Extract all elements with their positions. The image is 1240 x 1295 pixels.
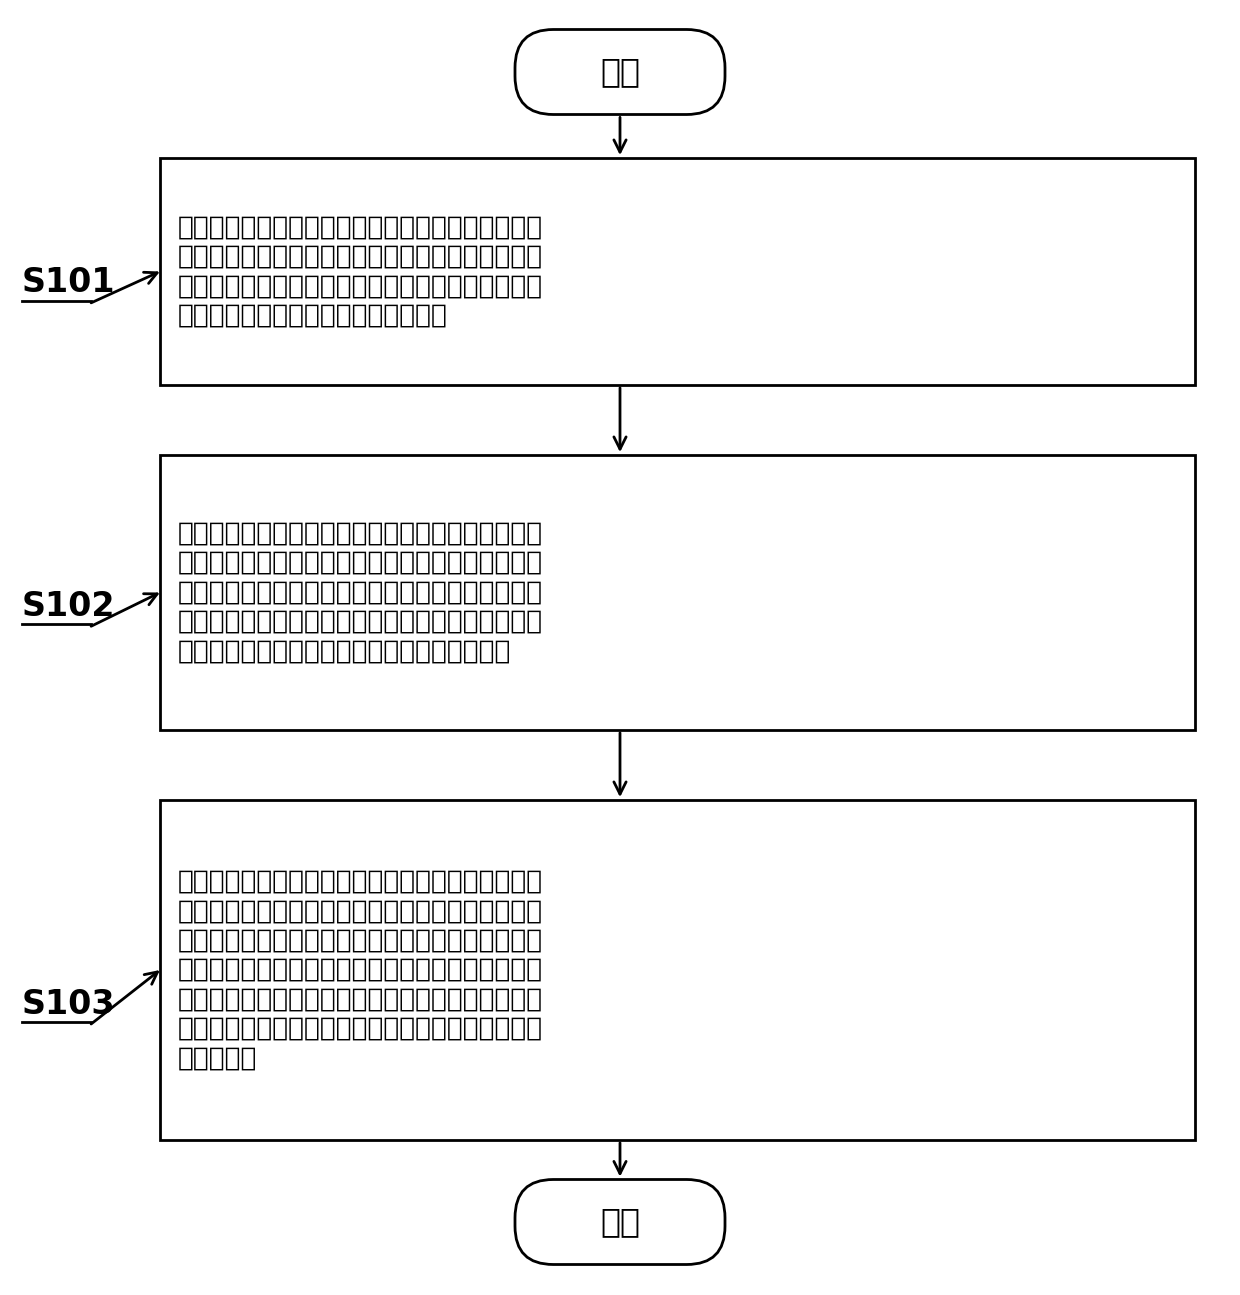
Text: 开始: 开始 xyxy=(600,56,640,88)
Text: 信号和所述角度信号传至中央控制器。: 信号和所述角度信号传至中央控制器。 xyxy=(179,303,448,329)
Text: 阀门开度控制：所述中央控制器对所述力信号和所述: 阀门开度控制：所述中央控制器对所述力信号和所述 xyxy=(179,521,543,546)
Bar xyxy=(160,158,1195,385)
Text: 阀门反馈调节：所述反馈电路将由所述光电编码器反: 阀门反馈调节：所述反馈电路将由所述光电编码器反 xyxy=(179,869,543,895)
Text: 变化引起的力信号，膝关节角度传感器单元采集人腿: 变化引起的力信号，膝关节角度传感器单元采集人腿 xyxy=(179,243,543,269)
Text: 进行补偿。: 进行补偿。 xyxy=(179,1045,258,1071)
Text: 块，所述驱动模块根据所述控制信号驱动伺服电机控: 块，所述驱动模块根据所述控制信号驱动伺服电机控 xyxy=(179,579,543,606)
Text: 述驱动模块根据所述反馈调节信号驱动所述伺服电机: 述驱动模块根据所述反馈调节信号驱动所述伺服电机 xyxy=(179,987,543,1013)
FancyBboxPatch shape xyxy=(515,30,725,114)
Text: 析处理，产生反馈调节信号并传至所述驱动模块；所: 析处理，产生反馈调节信号并传至所述驱动模块；所 xyxy=(179,957,543,983)
Text: S102: S102 xyxy=(22,589,115,623)
Text: S103: S103 xyxy=(22,988,115,1020)
Bar xyxy=(160,455,1195,730)
Text: 馈的所述滚珠丝杆的角位移信号反馈至所述中央控制: 馈的所述滚珠丝杆的角位移信号反馈至所述中央控制 xyxy=(179,899,543,925)
FancyBboxPatch shape xyxy=(515,1180,725,1264)
Text: S101: S101 xyxy=(22,267,115,299)
Text: 编码器产生阻尼阀门开度信号并传至反馈电路。: 编码器产生阻尼阀门开度信号并传至反馈电路。 xyxy=(179,638,511,664)
Text: 信号采集：力传感器单元采集在行走过程中人体重心: 信号采集：力传感器单元采集在行走过程中人体重心 xyxy=(179,215,543,241)
Text: 制滚珠丝杆调节阻尼阀门开度，所述阻尼阀门上光电: 制滚珠丝杆调节阻尼阀门开度，所述阻尼阀门上光电 xyxy=(179,609,543,635)
Text: 角度信号进行分析处理，产生控制信号并传至驱动模: 角度信号进行分析处理，产生控制信号并传至驱动模 xyxy=(179,550,543,576)
Text: 结束: 结束 xyxy=(600,1206,640,1238)
Bar xyxy=(160,800,1195,1140)
Text: 器，所述中央控制器对所述阻尼阀门开度信号进行分: 器，所述中央控制器对所述阻尼阀门开度信号进行分 xyxy=(179,927,543,953)
Text: ，控制所述滚珠丝杆对所述阻尼阀门开度产生的误差: ，控制所述滚珠丝杆对所述阻尼阀门开度产生的误差 xyxy=(179,1015,543,1042)
Text: 部膝关节的角度变化的角度信号，并将采集的所述力: 部膝关节的角度变化的角度信号，并将采集的所述力 xyxy=(179,273,543,299)
